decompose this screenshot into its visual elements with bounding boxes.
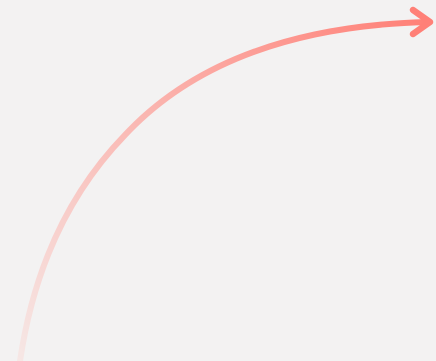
arrow-head: [409, 6, 434, 38]
arrow-shaft: [17, 19, 431, 361]
